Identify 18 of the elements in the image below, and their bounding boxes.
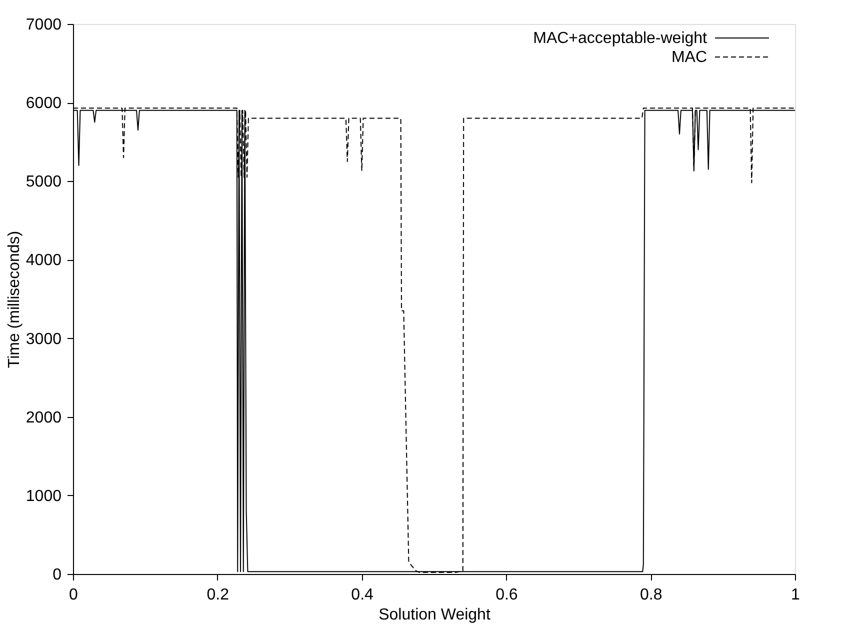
y-tick-label: 2000 xyxy=(26,409,62,426)
y-tick-label: 6000 xyxy=(26,95,62,112)
y-tick-label: 7000 xyxy=(26,16,62,34)
legend-label: MAC+acceptable-weight xyxy=(533,30,708,47)
x-tick-label: 0.8 xyxy=(640,586,662,604)
y-tick-label: 1000 xyxy=(26,488,62,505)
x-tick-label: 1 xyxy=(791,586,800,604)
y-axis-title: Time (milliseconds) xyxy=(6,230,23,368)
y-tick-label: 5000 xyxy=(26,174,62,191)
x-tick-label: 0 xyxy=(69,586,78,604)
x-tick-label: 0.6 xyxy=(496,586,518,604)
x-axis-title: Solution Weight xyxy=(378,606,491,624)
y-tick-label: 3000 xyxy=(26,330,62,348)
y-tick-label: 0 xyxy=(52,566,62,584)
y-tick-label: 4000 xyxy=(26,252,62,270)
x-tick-label: 0.2 xyxy=(206,586,230,604)
x-tick-label: 0.4 xyxy=(351,586,374,604)
legend-label: MAC xyxy=(671,49,707,66)
